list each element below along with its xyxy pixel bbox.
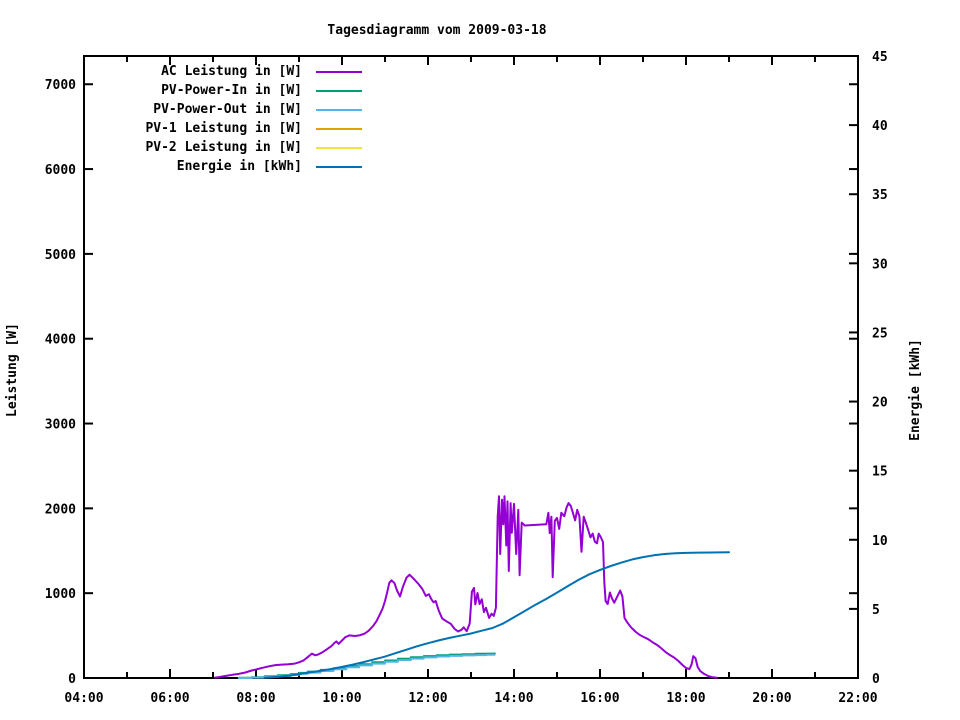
y-right-tick-label: 0	[872, 672, 880, 687]
legend-item-pv_out: PV-Power-Out in [W]	[0, 100, 362, 119]
x-tick-label: 16:00	[580, 691, 619, 706]
legend-swatch-pv_in	[316, 89, 362, 92]
legend-swatch-pv_out	[316, 108, 362, 111]
y-left-tick-label: 7000	[45, 78, 76, 93]
x-tick-label: 14:00	[494, 691, 533, 706]
y-left-tick-label: 0	[68, 672, 76, 687]
legend-item-pv1: PV-1 Leistung in [W]	[0, 119, 362, 138]
legend-label-pv1: PV-1 Leistung in [W]	[145, 121, 302, 136]
legend-item-energie: Energie in [kWh]	[0, 157, 362, 176]
x-tick-label: 04:00	[64, 691, 103, 706]
legend-swatch-energie	[316, 165, 362, 168]
legend-label-pv_out: PV-Power-Out in [W]	[153, 102, 302, 117]
y-right-tick-label: 30	[872, 257, 888, 272]
x-tick-label: 18:00	[666, 691, 705, 706]
chart-title: Tagesdiagramm vom 2009-03-18	[327, 23, 547, 38]
y-right-tick-label: 25	[872, 326, 888, 341]
y-left-tick-label: 2000	[45, 502, 76, 517]
legend-swatch-pv2	[316, 146, 362, 149]
x-tick-label: 10:00	[322, 691, 361, 706]
y-left-tick-label: 5000	[45, 248, 76, 263]
y-left-tick-label: 4000	[45, 333, 76, 348]
y-right-tick-label: 10	[872, 534, 888, 549]
x-tick-label: 12:00	[408, 691, 447, 706]
y-right-tick-label: 20	[872, 396, 888, 411]
y-left-tick-label: 1000	[45, 587, 76, 602]
series-energie-line	[263, 551, 730, 679]
series-ac-line	[214, 495, 718, 679]
legend-label-pv_in: PV-Power-In in [W]	[161, 83, 302, 98]
legend-label-ac: AC Leistung in [W]	[161, 64, 302, 79]
y-right-tick-label: 35	[872, 188, 888, 203]
y-left-tick-label: 6000	[45, 163, 76, 178]
legend-swatch-ac	[316, 70, 362, 73]
y-right-tick-label: 5	[872, 603, 880, 618]
x-tick-label: 20:00	[752, 691, 791, 706]
legend-label-energie: Energie in [kWh]	[176, 159, 302, 174]
x-tick-label: 06:00	[150, 691, 189, 706]
legend: AC Leistung in [W] PV-Power-In in [W] PV-P…	[0, 62, 362, 176]
y-right-tick-label: 45	[872, 50, 888, 65]
legend-item-pv2: PV-2 Leistung in [W]	[0, 138, 362, 157]
x-tick-label: 22:00	[838, 691, 877, 706]
y-left-tick-label: 3000	[45, 418, 76, 433]
y-axis-label-right: Energie [kWh]	[908, 339, 923, 441]
legend-item-ac: AC Leistung in [W]	[0, 62, 362, 81]
y-right-tick-label: 40	[872, 119, 888, 134]
y-axis-label-left: Leistung [W]	[5, 323, 20, 417]
legend-swatch-pv1	[316, 127, 362, 130]
legend-item-pv_in: PV-Power-In in [W]	[0, 81, 362, 100]
x-tick-label: 08:00	[236, 691, 275, 706]
legend-label-pv2: PV-2 Leistung in [W]	[145, 140, 302, 155]
y-right-tick-label: 15	[872, 465, 888, 480]
